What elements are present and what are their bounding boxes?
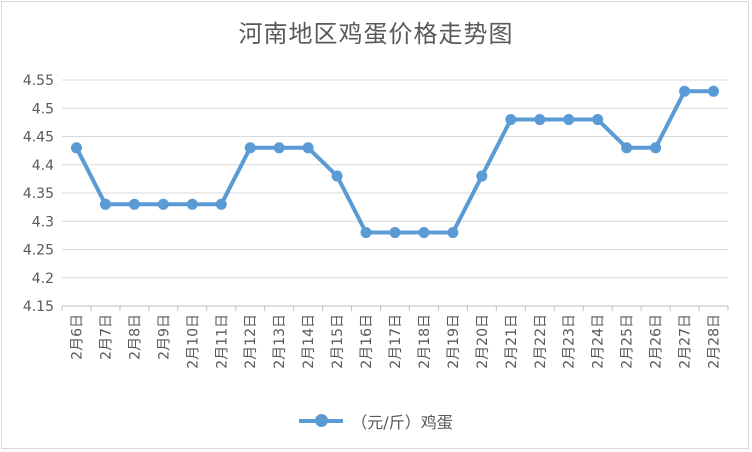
data-point: [447, 227, 459, 239]
x-tick-label: 2月24日: [591, 314, 607, 369]
data-point: [99, 198, 111, 210]
data-point: [273, 142, 285, 154]
x-tick-label: 2月20日: [475, 314, 491, 369]
data-point: [360, 227, 372, 239]
x-tick-label: 2月15日: [330, 314, 346, 369]
y-tick-label: 4.2: [32, 271, 54, 287]
x-tick-label: 2月12日: [243, 314, 259, 369]
data-point: [331, 170, 343, 182]
y-tick-label: 4.25: [23, 243, 54, 259]
x-tick-label: 2月14日: [301, 314, 317, 369]
data-point: [418, 227, 430, 239]
legend-line-icon: [299, 414, 344, 427]
data-point: [70, 142, 82, 154]
data-point: [476, 170, 488, 182]
data-point: [505, 114, 517, 126]
x-tick-label: 2月6日: [69, 314, 85, 360]
data-point: [708, 85, 720, 97]
x-tick-label: 2月16日: [359, 314, 375, 369]
data-point: [534, 114, 546, 126]
data-point: [215, 198, 227, 210]
data-point: [302, 142, 314, 154]
y-tick-label: 4.4: [32, 158, 54, 174]
x-tick-label: 2月11日: [214, 314, 230, 369]
x-tick-label: 2月13日: [272, 314, 288, 369]
x-tick-label: 2月8日: [127, 314, 143, 360]
x-tick-label: 2月27日: [678, 314, 694, 369]
data-point: [128, 198, 140, 210]
data-point: [563, 114, 575, 126]
x-tick-label: 2月9日: [156, 314, 172, 360]
x-tick-label: 2月17日: [388, 314, 404, 369]
chart-legend: （元/斤）鸡蛋: [0, 409, 752, 433]
legend-marker-icon: [315, 414, 329, 427]
y-tick-label: 4.45: [23, 130, 54, 146]
x-tick-label: 2月26日: [649, 314, 665, 369]
legend-label: （元/斤）鸡蛋: [351, 413, 453, 432]
y-tick-label: 4.15: [23, 299, 54, 315]
x-tick-label: 2月19日: [446, 314, 462, 369]
x-tick-label: 2月23日: [562, 314, 578, 369]
series-line: [74, 89, 716, 235]
data-point: [621, 142, 633, 154]
x-tick-label: 2月10日: [185, 314, 201, 369]
data-point: [186, 198, 198, 210]
x-tick-label: 2月18日: [417, 314, 433, 369]
y-tick-label: 4.35: [23, 186, 54, 202]
data-point: [592, 114, 604, 126]
chart-title: 河南地区鸡蛋价格走势图: [238, 20, 514, 48]
data-point: [157, 198, 169, 210]
x-tick-label: 2月28日: [707, 314, 723, 369]
y-tick-label: 4.3: [32, 214, 54, 230]
x-tick-label: 2月25日: [620, 314, 636, 369]
data-point: [679, 85, 691, 97]
x-tick-label: 2月21日: [504, 314, 520, 369]
x-tick-label: 2月7日: [98, 314, 114, 360]
data-point: [389, 227, 401, 239]
data-point: [650, 142, 662, 154]
data-point: [244, 142, 256, 154]
x-tick-label: 2月22日: [533, 314, 549, 369]
y-tick-label: 4.55: [23, 73, 54, 89]
y-tick-label: 4.5: [32, 101, 54, 117]
